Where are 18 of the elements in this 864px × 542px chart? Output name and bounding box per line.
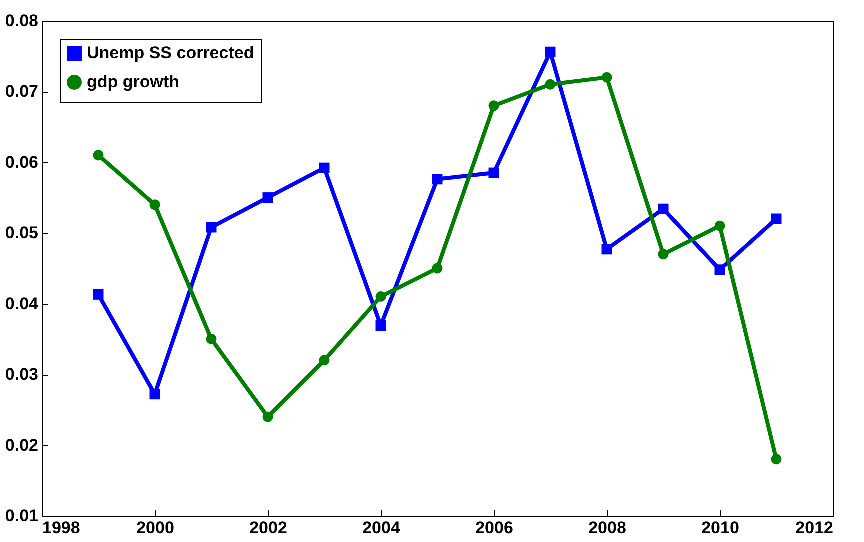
y-tick-label: 0.01 [5, 506, 38, 526]
y-tick-label: 0.07 [5, 82, 38, 102]
x-tick-label: 2006 [476, 518, 514, 538]
x-tick-label: 2004 [362, 518, 401, 538]
y-tick-label: 0.05 [5, 224, 38, 243]
y-tick-label: 0.08 [5, 12, 38, 30]
x-tick-label: 1998 [42, 518, 80, 538]
y-tick-label: 0.06 [5, 152, 38, 172]
x-tick-label: 2002 [250, 518, 288, 538]
x-tick-label: 2000 [136, 518, 174, 538]
legend-label: Unemp SS corrected [87, 44, 254, 62]
x-tick-label: 2010 [702, 518, 740, 538]
legend-label: gdp growth [87, 72, 180, 92]
y-tick-label: 0.04 [5, 294, 40, 314]
y-tick-label: 0.03 [5, 365, 38, 384]
x-tick-label: 2008 [588, 518, 626, 538]
y-tick-label: 0.02 [5, 436, 38, 455]
x-tick-label: 2012 [796, 518, 834, 538]
